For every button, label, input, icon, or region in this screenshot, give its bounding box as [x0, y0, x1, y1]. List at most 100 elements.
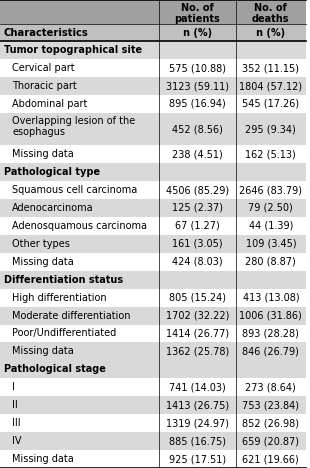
- Bar: [159, 163, 236, 181]
- Text: Other types: Other types: [12, 239, 70, 249]
- Bar: [159, 271, 236, 289]
- Text: 273 (8.64): 273 (8.64): [246, 382, 296, 392]
- Text: II: II: [12, 400, 18, 410]
- Text: 280 (8.87): 280 (8.87): [246, 257, 296, 267]
- Text: 238 (4.51): 238 (4.51): [172, 149, 223, 159]
- Text: 2646 (83.79): 2646 (83.79): [239, 185, 302, 195]
- Text: 621 (19.66): 621 (19.66): [242, 454, 299, 464]
- Text: Moderate differentiation: Moderate differentiation: [12, 311, 131, 321]
- Text: 893 (28.28): 893 (28.28): [242, 329, 299, 338]
- Bar: [0, 113, 159, 145]
- Text: 125 (2.37): 125 (2.37): [172, 203, 223, 213]
- Text: 424 (8.03): 424 (8.03): [172, 257, 223, 267]
- Bar: [236, 163, 306, 181]
- Text: 452 (8.56): 452 (8.56): [172, 124, 223, 134]
- Bar: [159, 181, 236, 199]
- Text: No. of
deaths: No. of deaths: [252, 3, 290, 24]
- Bar: [236, 77, 306, 95]
- Bar: [236, 217, 306, 235]
- Text: 162 (5.13): 162 (5.13): [246, 149, 296, 159]
- Bar: [0, 77, 159, 95]
- Text: 1413 (26.75): 1413 (26.75): [166, 400, 229, 410]
- Bar: [236, 396, 306, 414]
- Text: 1414 (26.77): 1414 (26.77): [166, 329, 229, 338]
- Bar: [236, 343, 306, 360]
- Text: Adenocarcinoma: Adenocarcinoma: [12, 203, 94, 213]
- Bar: [236, 95, 306, 113]
- Bar: [159, 41, 236, 59]
- Bar: [0, 378, 159, 396]
- Bar: [236, 271, 306, 289]
- Bar: [236, 307, 306, 324]
- Text: 1804 (57.12): 1804 (57.12): [239, 81, 303, 91]
- Bar: [0, 235, 159, 253]
- Bar: [236, 113, 306, 145]
- Text: Thoracic part: Thoracic part: [12, 81, 77, 91]
- Bar: [236, 289, 306, 307]
- Bar: [159, 59, 236, 77]
- Text: Missing data: Missing data: [12, 257, 74, 267]
- Bar: [159, 77, 236, 95]
- Bar: [0, 59, 159, 77]
- Text: Poor/Undifferentiated: Poor/Undifferentiated: [12, 329, 117, 338]
- Bar: [159, 343, 236, 360]
- Bar: [236, 181, 306, 199]
- Bar: [0, 396, 159, 414]
- Bar: [236, 59, 306, 77]
- Bar: [236, 414, 306, 432]
- Bar: [0, 24, 159, 41]
- Bar: [0, 343, 159, 360]
- Text: Characteristics: Characteristics: [4, 28, 88, 38]
- Bar: [0, 41, 159, 59]
- Text: 846 (26.79): 846 (26.79): [242, 346, 299, 357]
- Bar: [236, 253, 306, 271]
- Text: 4506 (85.29): 4506 (85.29): [166, 185, 229, 195]
- Text: 925 (17.51): 925 (17.51): [169, 454, 226, 464]
- Bar: [0, 271, 159, 289]
- Bar: [159, 360, 236, 378]
- Bar: [0, 0, 159, 24]
- Text: I: I: [12, 382, 15, 392]
- Text: 805 (15.24): 805 (15.24): [169, 292, 226, 303]
- Text: 1362 (25.78): 1362 (25.78): [166, 346, 229, 357]
- Text: Overlapping lesion of the
esophagus: Overlapping lesion of the esophagus: [12, 116, 135, 137]
- Text: 659 (20.87): 659 (20.87): [242, 436, 299, 446]
- Text: High differentiation: High differentiation: [12, 292, 107, 303]
- Text: 109 (3.45): 109 (3.45): [246, 239, 296, 249]
- Text: 3123 (59.11): 3123 (59.11): [166, 81, 229, 91]
- Text: Abdominal part: Abdominal part: [12, 99, 88, 109]
- Text: 753 (23.84): 753 (23.84): [242, 400, 299, 410]
- Text: 352 (11.15): 352 (11.15): [242, 63, 299, 73]
- Bar: [0, 414, 159, 432]
- Bar: [236, 24, 306, 41]
- Bar: [0, 289, 159, 307]
- Bar: [236, 432, 306, 450]
- Bar: [0, 163, 159, 181]
- Bar: [236, 235, 306, 253]
- Bar: [159, 199, 236, 217]
- Bar: [159, 289, 236, 307]
- Text: Adenosquamous carcinoma: Adenosquamous carcinoma: [12, 221, 147, 231]
- Text: Squamous cell carcinoma: Squamous cell carcinoma: [12, 185, 138, 195]
- Text: Pathological type: Pathological type: [4, 167, 100, 177]
- Bar: [236, 324, 306, 343]
- Text: III: III: [12, 418, 21, 428]
- Bar: [159, 113, 236, 145]
- Text: No. of
patients: No. of patients: [175, 3, 220, 24]
- Text: 545 (17.26): 545 (17.26): [242, 99, 299, 109]
- Bar: [159, 24, 236, 41]
- Text: 161 (3.05): 161 (3.05): [172, 239, 223, 249]
- Text: 895 (16.94): 895 (16.94): [169, 99, 226, 109]
- Text: Missing data: Missing data: [12, 454, 74, 464]
- Bar: [159, 95, 236, 113]
- Text: 413 (13.08): 413 (13.08): [242, 292, 299, 303]
- Bar: [159, 432, 236, 450]
- Text: Tumor topographical site: Tumor topographical site: [4, 45, 142, 55]
- Bar: [236, 360, 306, 378]
- Text: n (%): n (%): [183, 28, 212, 38]
- Bar: [0, 432, 159, 450]
- Bar: [236, 199, 306, 217]
- Bar: [159, 324, 236, 343]
- Bar: [0, 324, 159, 343]
- Bar: [159, 396, 236, 414]
